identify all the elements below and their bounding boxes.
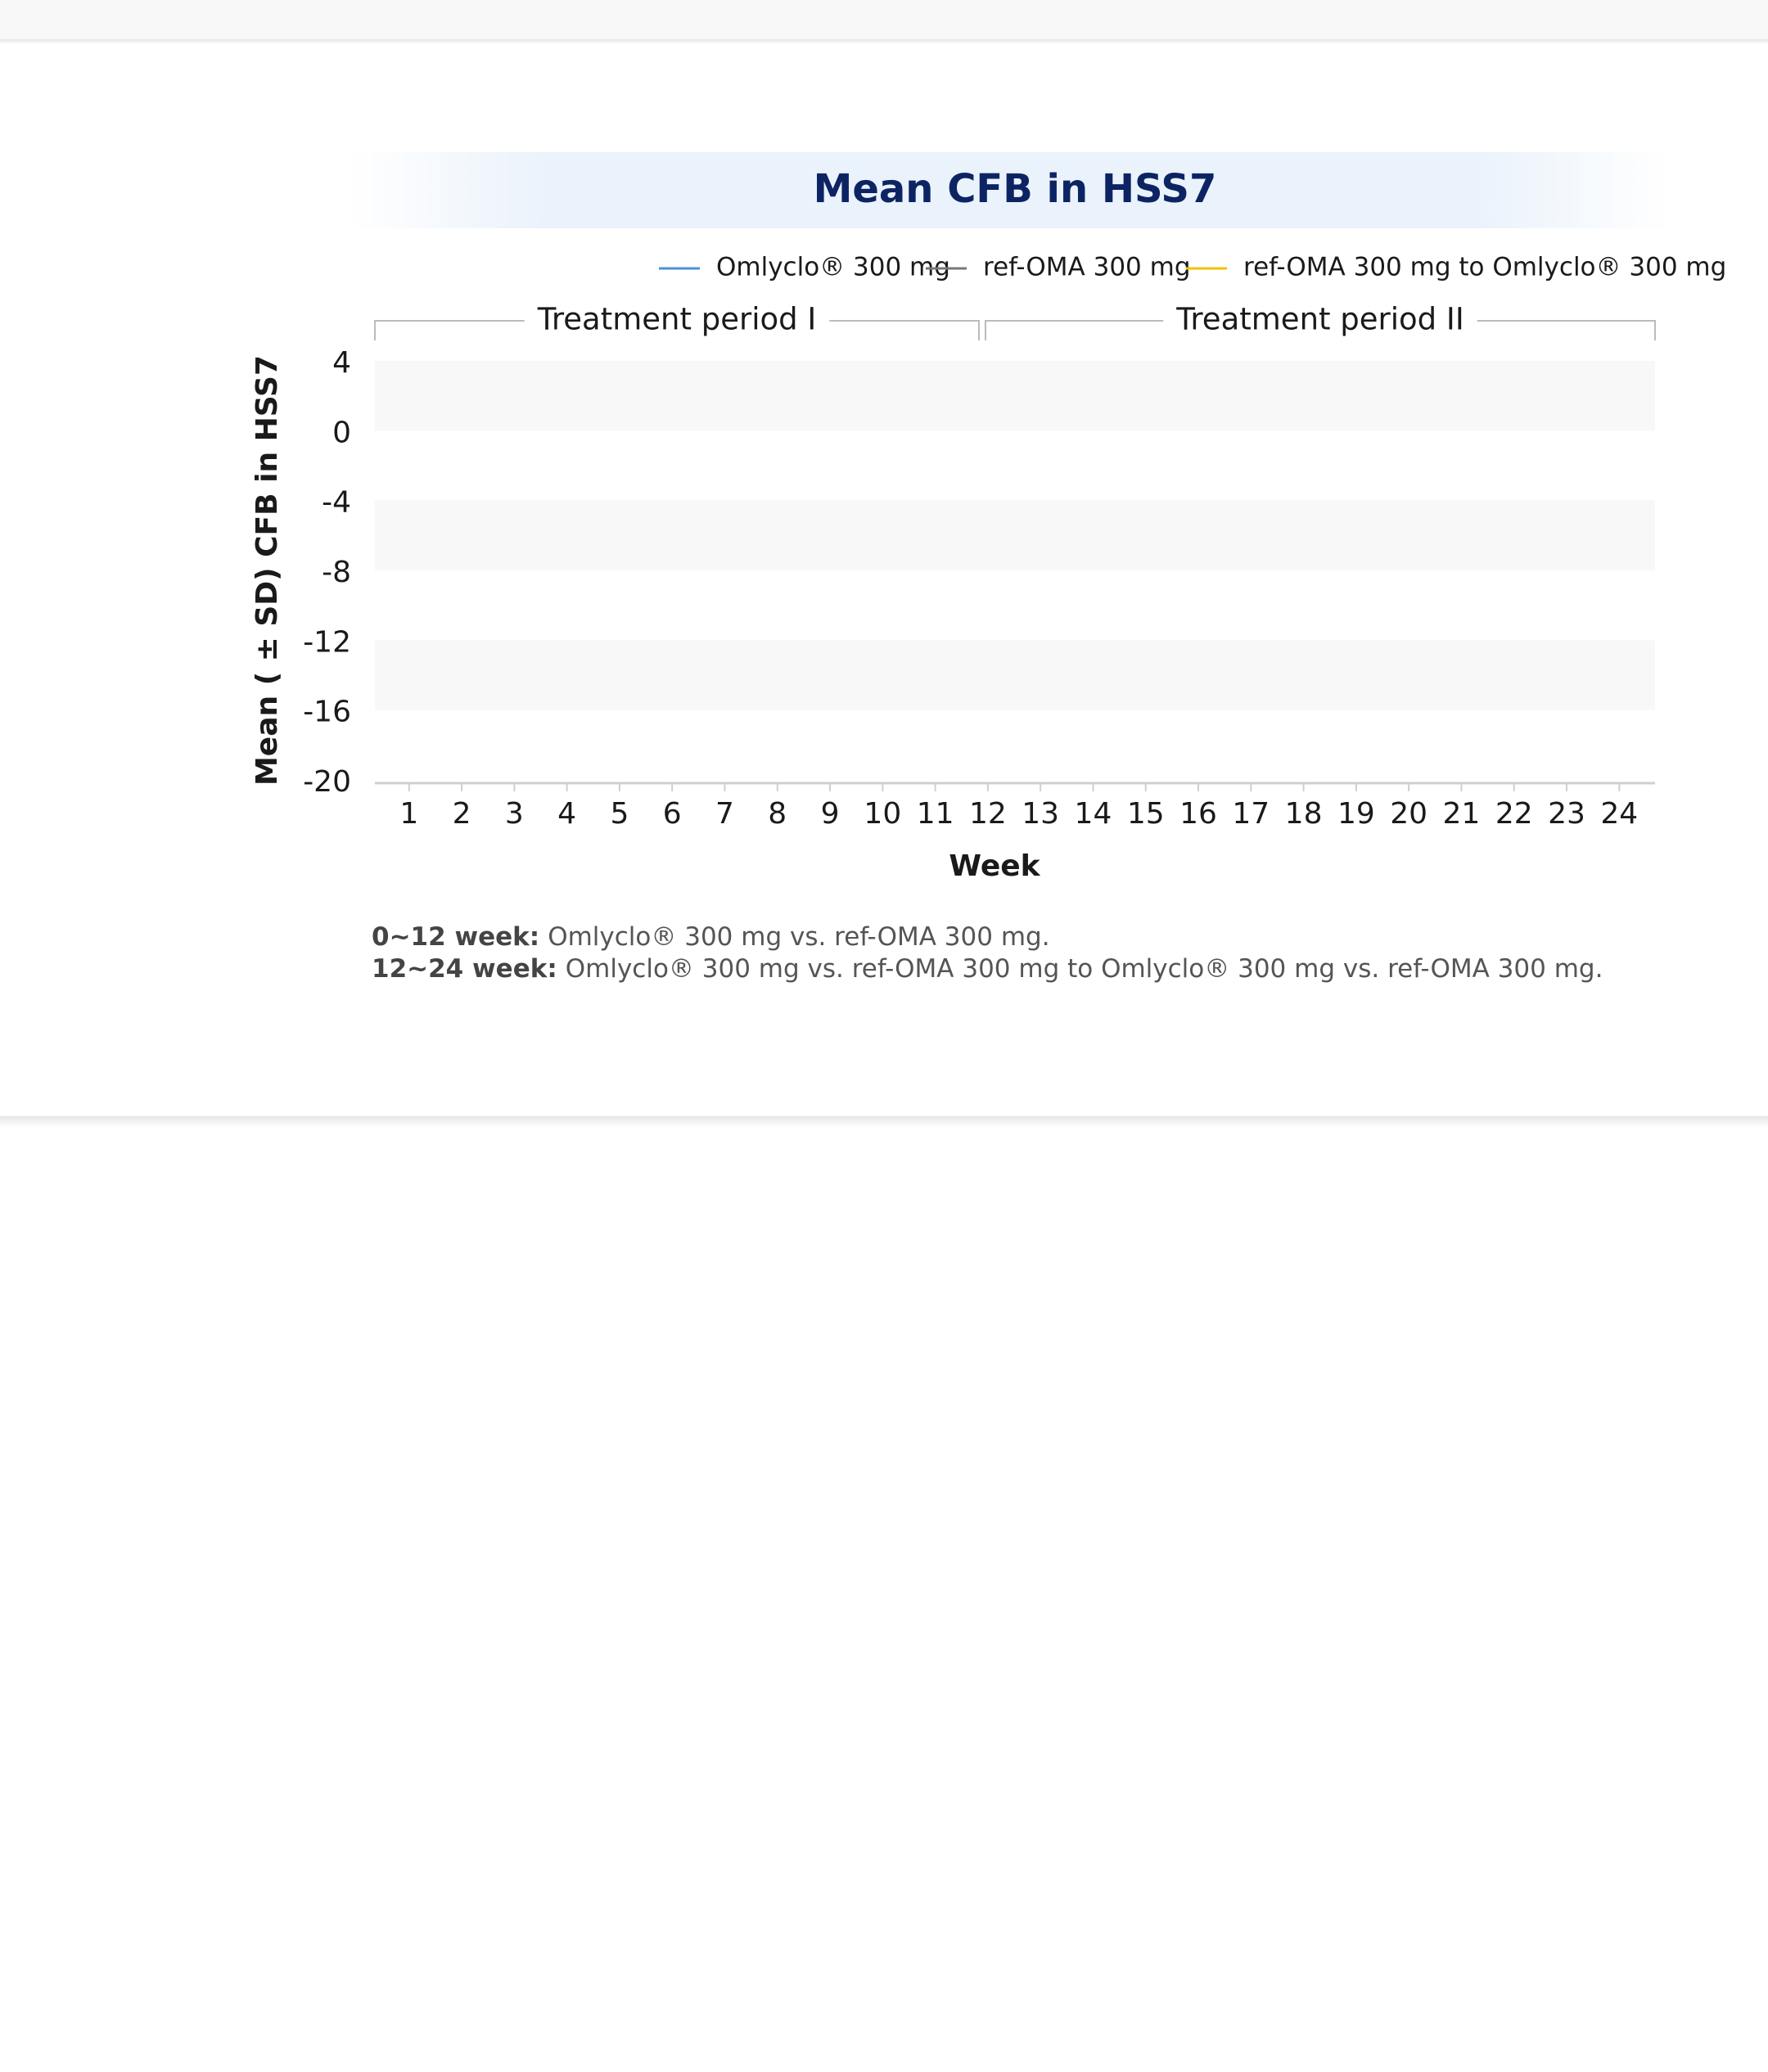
period-label: Treatment period II (1175, 302, 1464, 337)
x-axis-title: Week (949, 849, 1040, 883)
x-tick-label: 14 (1075, 797, 1112, 831)
footnote-part: Omlyclo® 300 mg vs. ref-OMA 300 mg to Om… (566, 954, 1603, 984)
grid-band (375, 361, 1655, 431)
x-tick-label: 17 (1232, 797, 1270, 831)
top-bar (0, 0, 1768, 39)
title-band (350, 152, 1671, 228)
y-tick-label: 4 (332, 346, 351, 380)
x-tick-label: 16 (1179, 797, 1217, 831)
legend-label: ref-OMA 300 mg (983, 253, 1191, 282)
x-tick-label: 1 (399, 797, 418, 831)
card-shadow (0, 1116, 1768, 1128)
y-tick-label: -16 (303, 696, 351, 729)
x-tick-label: 23 (1548, 797, 1585, 831)
x-tick-label: 18 (1285, 797, 1323, 831)
grid-band (375, 500, 1655, 570)
y-tick-label: -4 (322, 486, 351, 520)
x-tick-label: 21 (1443, 797, 1481, 831)
x-tick-label: 5 (610, 797, 629, 831)
footnote-part: Omlyclo® 300 mg vs. ref-OMA 300 mg. (548, 922, 1049, 952)
x-tick-label: 13 (1022, 797, 1059, 831)
y-tick-label: -12 (303, 625, 351, 659)
x-tick-label: 11 (917, 797, 954, 831)
x-tick-label: 7 (715, 797, 734, 831)
y-tick-label: -20 (303, 765, 351, 799)
legend-label: Omlyclo® 300 mg (716, 253, 950, 282)
y-tick-label: 0 (332, 416, 351, 449)
x-tick-label: 4 (557, 797, 576, 831)
y-tick-label: -8 (322, 556, 351, 589)
footnote-part: 12~24 week: (372, 954, 557, 984)
period-bracket (374, 320, 980, 340)
x-tick-label: 3 (505, 797, 524, 831)
legend-label: ref-OMA 300 mg to Omlyclo® 300 mg (1243, 253, 1726, 282)
chart-title: Mean CFB in HSS7 (814, 166, 1217, 212)
x-tick-label: 10 (864, 797, 901, 831)
x-tick-label: 12 (969, 797, 1007, 831)
x-tick-label: 15 (1127, 797, 1165, 831)
y-axis-title: Mean ( ± SD) CFB in HSS7 (250, 355, 284, 786)
x-tick-label: 19 (1337, 797, 1375, 831)
x-tick-label: 9 (821, 797, 840, 831)
top-shadow (0, 39, 1768, 44)
period-bracket (985, 320, 1656, 340)
period-label: Treatment period I (537, 302, 817, 337)
x-tick-label: 8 (768, 797, 787, 831)
x-tick-label: 24 (1600, 797, 1638, 831)
footnote: 0~12 week: Omlyclo® 300 mg vs. ref-OMA 30… (372, 922, 1050, 952)
grid-band (375, 640, 1655, 710)
footnote-part: 0~12 week: (372, 922, 539, 952)
footnote: 12~24 week: Omlyclo® 300 mg vs. ref-OMA 3… (372, 954, 1603, 984)
x-tick-label: 22 (1495, 797, 1533, 831)
x-tick-label: 2 (453, 797, 471, 831)
x-tick-label: 20 (1390, 797, 1427, 831)
x-tick-label: 6 (663, 797, 682, 831)
